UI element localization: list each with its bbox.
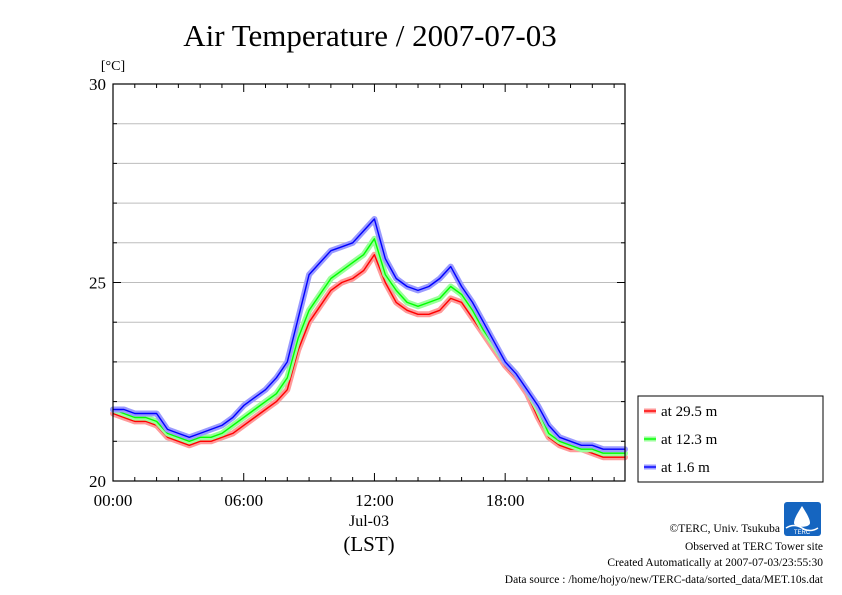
legend-label: at 12.3 m — [661, 432, 718, 448]
legend-label: at 1.6 m — [661, 460, 710, 476]
series-layer — [110, 216, 628, 461]
x-tick-label: 18:00 — [486, 491, 525, 510]
chart-title: Air Temperature / 2007-07-03 — [183, 18, 556, 53]
footer-created: Created Automatically at 2007-07-03/23:5… — [607, 557, 823, 569]
series-halo — [110, 216, 628, 453]
legend-label: at 29.5 m — [661, 404, 718, 420]
series-line — [112, 253, 625, 458]
legend-box — [637, 395, 824, 483]
axis-ticks: 20 25 30 00:00 06:00 12:00 18:00 — [89, 75, 625, 510]
series-line — [113, 218, 625, 450]
logo-text: TERC — [794, 530, 811, 536]
y-tick-label: 30 — [89, 75, 106, 94]
terc-logo: TERC — [784, 502, 821, 536]
y-axis-unit: [°C] — [101, 59, 125, 74]
footer-copyright: ©TERC, Univ. Tsukuba — [670, 523, 780, 535]
date-label: Jul-03 — [349, 513, 389, 530]
x-axis-label: (LST) — [343, 532, 394, 556]
footer-observed: Observed at TERC Tower site — [685, 541, 823, 553]
x-tick-label: 12:00 — [355, 491, 394, 510]
footer-source: Data source : /home/hojyo/new/TERC-data/… — [505, 574, 824, 586]
y-tick-label: 25 — [89, 274, 106, 293]
x-tick-label: 06:00 — [224, 491, 263, 510]
y-tick-label: 20 — [89, 472, 106, 491]
gridlines — [113, 123, 625, 442]
x-tick-label: 00:00 — [94, 491, 133, 510]
legend: at 29.5 m at 12.3 m at 1.6 m — [637, 395, 824, 483]
